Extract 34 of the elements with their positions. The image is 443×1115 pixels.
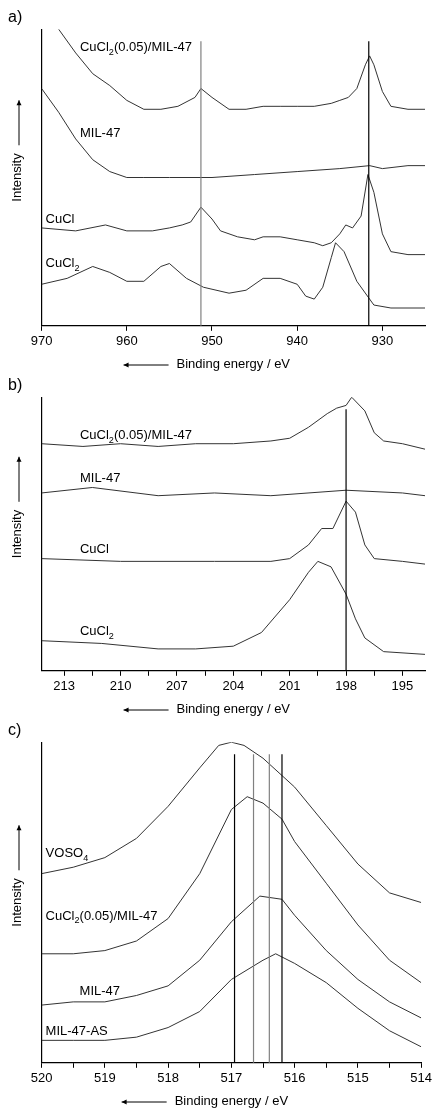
x-tick-label: 940 xyxy=(286,333,309,349)
y-axis-title: Intensity xyxy=(9,152,25,202)
x-tick-label: 970 xyxy=(30,333,53,349)
series-label: MIL-47 xyxy=(79,125,121,141)
series-label: CuCl xyxy=(79,540,109,556)
x-tick-label: 930 xyxy=(371,333,394,349)
series-label: MIL-47 xyxy=(79,982,121,998)
chart-title: b) xyxy=(8,376,23,394)
series-label: MIL-47-AS xyxy=(45,1023,109,1039)
x-axis-title: Binding energy / eV xyxy=(176,355,291,371)
x-tick-label: 950 xyxy=(201,333,223,349)
x-tick-label: 960 xyxy=(115,333,138,349)
x-tick-label: 519 xyxy=(94,1070,116,1086)
x-tick-label: 517 xyxy=(220,1070,243,1086)
x-tick-label: 201 xyxy=(278,678,301,694)
x-tick-label: 516 xyxy=(283,1070,306,1086)
x-tick-label: 198 xyxy=(335,678,357,694)
x-tick-label: 514 xyxy=(410,1070,433,1086)
x-tick-label: 210 xyxy=(109,678,132,694)
chart-title: a) xyxy=(8,8,23,26)
series-label: MIL-47 xyxy=(79,469,121,485)
x-tick-label: 207 xyxy=(166,678,188,694)
x-axis-title: Binding energy / eV xyxy=(176,700,291,716)
y-axis-title: Intensity xyxy=(9,509,25,559)
chart-title: c) xyxy=(8,721,22,739)
x-axis-title: Binding energy / eV xyxy=(174,1092,289,1108)
series-label: CuCl xyxy=(45,211,75,227)
x-tick-label: 520 xyxy=(30,1070,53,1086)
x-tick-label: 195 xyxy=(391,678,414,694)
x-tick-label: 518 xyxy=(157,1070,179,1086)
y-axis-title: Intensity xyxy=(9,877,25,927)
x-tick-label: 213 xyxy=(53,678,75,694)
x-tick-label: 204 xyxy=(222,678,245,694)
x-tick-label: 515 xyxy=(347,1070,369,1086)
